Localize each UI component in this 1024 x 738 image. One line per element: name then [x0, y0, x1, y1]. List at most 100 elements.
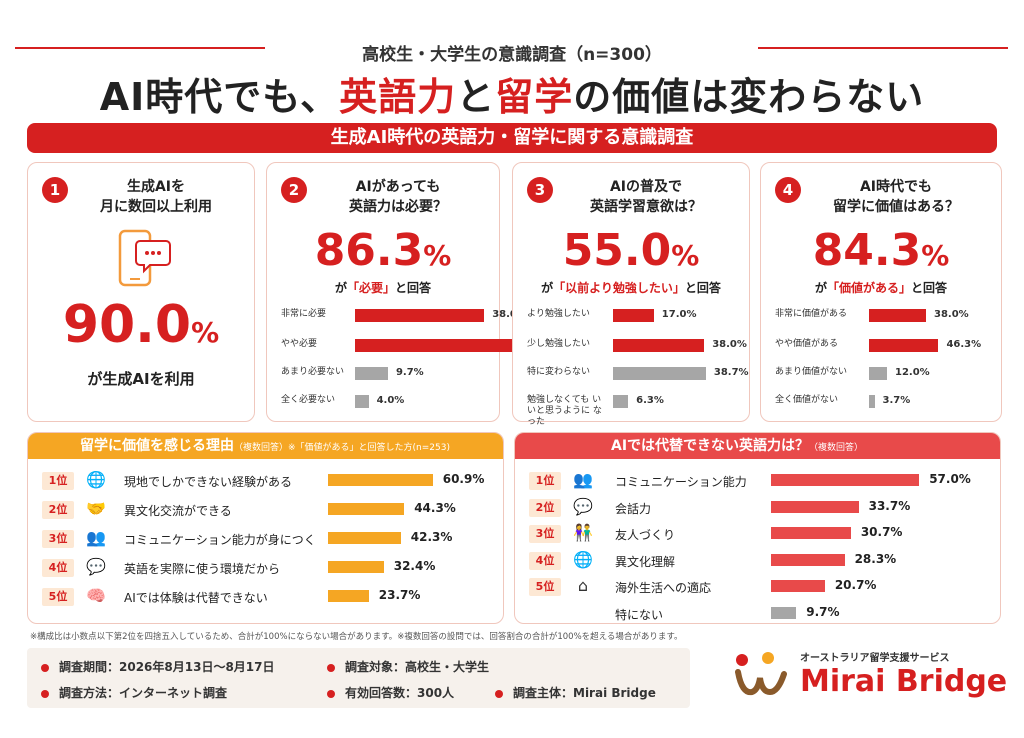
smartphone-chat-icon	[118, 229, 171, 287]
bar-label: やや必要	[281, 339, 318, 349]
bar	[869, 309, 926, 322]
bar-label: より勉強したい	[527, 309, 590, 319]
info-sponsor: 調査主体：Mirai Bridge	[495, 684, 656, 701]
card-question-line1: AIがあっても	[355, 179, 441, 195]
bar-row: 特に変わらない 38.7%	[513, 361, 749, 385]
bar-label: 全く価値がない	[775, 395, 839, 405]
abc-chat-icon: 💬	[573, 496, 593, 516]
bar-chart: より勉強したい 17.0% 少し勉強したい 38.0% 特に変わらない 38.7% 勉強しな…	[513, 163, 749, 427]
card-answer: が生成AIを利用	[87, 370, 195, 388]
bar-chart: 非常に必要 38.0% やや必要48.3% あまり必要ない 9.7% 全く必要ない 4.0%	[267, 163, 562, 421]
bullet-dot	[327, 663, 335, 672]
bar-value: 38.0%	[492, 309, 527, 320]
bar-value: 12.0%	[895, 367, 930, 378]
bar-label: 全く必要ない	[281, 395, 336, 405]
bar-value: 38.7%	[713, 367, 749, 378]
friends-icon: 👫	[573, 523, 593, 542]
answer-post: と回答	[395, 281, 432, 295]
panel-title: 留学に価値を感じる理由	[80, 438, 234, 454]
info-period-text: 調査期間：2026年8月13日～8月17日	[59, 660, 275, 674]
card-question: 生成AIを 月に数回以上利用	[68, 177, 244, 217]
panel-header: 留学に価値を感じる理由（複数回答）※「価値がある」と回答した方(n=253)	[28, 433, 503, 459]
header-line-left	[15, 47, 265, 49]
panel-row: 5位 🧠 AIでは体験は代替できない 23.7%	[28, 585, 503, 611]
big-number-unit: %	[921, 239, 950, 272]
answer-pre: が	[334, 281, 347, 295]
mirai-bridge-logo-icon	[735, 652, 787, 696]
card-number-badge: 4	[775, 177, 801, 203]
bar-row: 少し勉強したい 38.0%	[513, 333, 749, 357]
bar	[869, 395, 875, 408]
info-responses: 有効回答数：300人	[327, 684, 454, 701]
answer-post: と回答	[911, 281, 948, 295]
bar	[355, 367, 388, 380]
bar-value: 4.0%	[376, 395, 405, 406]
rank-badge: 5位	[529, 578, 561, 596]
bar-value: 30.7%	[860, 525, 903, 539]
panel-row: 3位 👥 コミュニケーション能力が身につく 42.3%	[28, 527, 503, 553]
big-number-unit: %	[671, 239, 700, 272]
bullet-dot	[327, 689, 335, 698]
panel-row: 3位 👫 友人づくり 30.7%	[515, 522, 1000, 548]
big-number-unit: %	[423, 239, 452, 272]
rank-badge: 4位	[529, 551, 561, 570]
answer-highlight: 「価値がある」	[826, 281, 911, 295]
card-study-abroad-value: 4 AI時代でも 留学に価値はある？ 84.3% が「価値がある」と回答 非常に価…	[760, 162, 1002, 422]
rank-badge: 2位	[42, 501, 74, 519]
bar	[355, 309, 485, 322]
card-big-number: 84.3%	[761, 225, 1001, 276]
answer-pre: が	[541, 281, 554, 295]
bar-row: 非常に必要 38.0%	[267, 303, 527, 327]
bar	[328, 503, 405, 515]
card-ai-usage: 1 生成AIを 月に数回以上利用 90.0% が生成AIを利用	[27, 162, 255, 422]
row-label: 特にない	[615, 607, 664, 622]
bar	[613, 395, 629, 408]
card-number-badge: 1	[42, 177, 68, 203]
people-chat-icon: 👥	[573, 470, 593, 489]
row-label: 英語を実際に使う環境だから	[124, 562, 281, 576]
ranked-bar-chart: 1位 🌐 現地でしかできない経験がある 60.9% 2位 🤝 異文化交流ができる 44.3% 3…	[28, 433, 503, 623]
bar	[328, 474, 433, 486]
panel-irreplaceable-skills: AIでは代替できない英語力は？（複数回答） 1位 👥 コミュニケーション能力 57.0…	[514, 432, 1001, 624]
bar-chart: 非常に価値がある 38.0% やや価値がある 46.3% あまり価値がない 12.0% 全く…	[761, 163, 1001, 421]
bar-row: あまり必要ない 9.7%	[267, 361, 499, 385]
bar	[771, 527, 851, 539]
bar-label: あまり価値がない	[775, 367, 848, 377]
card-big-number: 90.0%	[28, 295, 254, 355]
bullet-dot	[41, 663, 49, 672]
bar	[869, 367, 887, 380]
globe-icon: 🌐	[86, 470, 106, 489]
bullet-dot	[495, 689, 503, 698]
bar-value: 57.0%	[929, 472, 971, 486]
bar	[771, 580, 825, 592]
row-label: コミュニケーション能力	[615, 475, 747, 489]
bar-value: 9.7%	[806, 604, 840, 619]
survey-info: 調査期間：2026年8月13日～8月17日 調査方法：インターネット調査 調査対…	[27, 648, 690, 708]
big-number-value: 84.3	[812, 225, 922, 276]
rank-badge: 3位	[42, 530, 74, 548]
row-label: 異文化交流ができる	[124, 504, 232, 518]
bar-value: 46.3%	[946, 339, 982, 350]
bar-label: 非常に必要	[281, 309, 327, 319]
card-question-line1: 生成AIを	[126, 179, 186, 195]
bar-value: 33.7%	[868, 498, 911, 513]
info-sponsor-text: 調査主体：Mirai Bridge	[513, 686, 656, 700]
bar	[771, 500, 859, 513]
card-question: AIがあっても 英語力は必要？	[307, 177, 489, 217]
rank-badge: 2位	[529, 498, 561, 517]
card-learning-motivation: 3 AIの普及で 英語学習意欲は？ 55.0% が「以前より勉強したい」と回答 よ…	[512, 162, 750, 427]
panel-row: 2位 💬 会話力 33.7%	[515, 496, 1000, 522]
rank-badge: 1位	[42, 472, 74, 490]
bar	[771, 553, 845, 566]
bar-row: 全く必要ない 4.0%	[267, 389, 499, 413]
ranked-bar-chart: 1位 👥 コミュニケーション能力 57.0% 2位 💬 会話力 33.7% 3位 👫 友人づくり 30…	[515, 433, 1000, 623]
panel-row: 1位 👥 コミュニケーション能力 57.0%	[515, 469, 1000, 495]
card-english-need: 2 AIがあっても 英語力は必要？ 86.3% が「必要」と回答 非常に必要 38.…	[266, 162, 562, 422]
row-label: AIでは体験は代替できない	[124, 591, 268, 605]
bar	[328, 590, 369, 602]
headline-pre: AI時代でも、	[99, 75, 340, 119]
card-question: AIの普及で 英語学習意欲は？	[553, 177, 739, 217]
bar-value: 32.4%	[393, 559, 436, 573]
house-icon: ⌂	[577, 576, 589, 595]
bar-value: 38.0%	[934, 309, 969, 320]
